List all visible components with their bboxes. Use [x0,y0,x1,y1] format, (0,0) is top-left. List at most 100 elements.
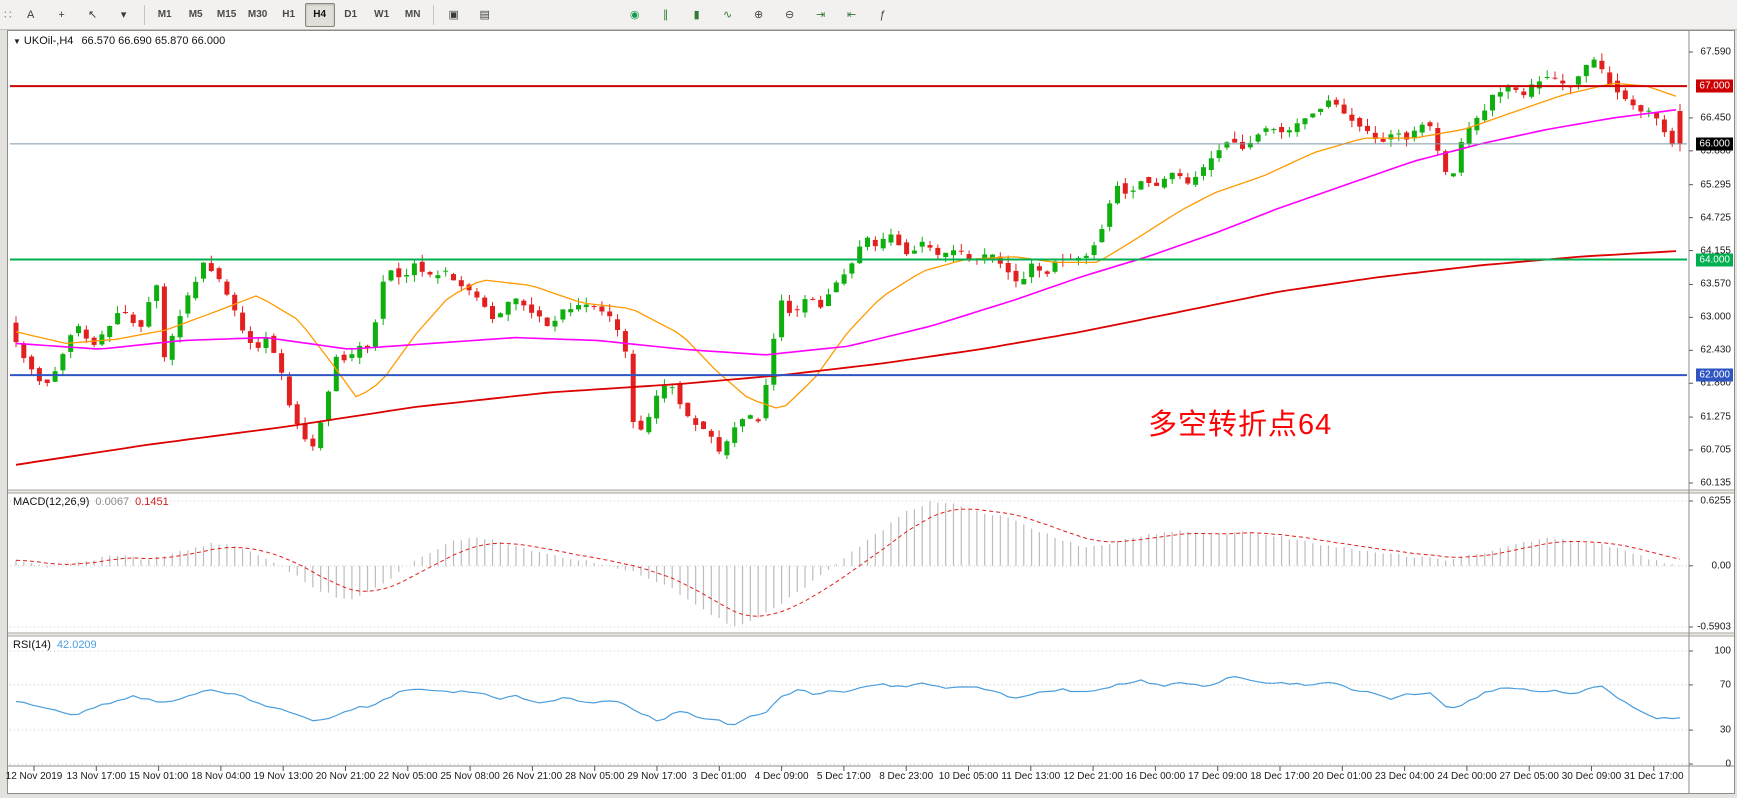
chart-ohlc-values: 66.570 66.690 65.870 66.000 [81,35,226,47]
mas-layer [15,82,1677,466]
bar-chart-button[interactable]: ∥ [662,9,669,21]
line-studies-toolbar: A + ↖ ▾ [16,3,139,27]
macd-layer [15,501,1681,626]
zoom-in-button[interactable]: ⊕ [754,9,764,21]
charts-toolbar: ◉ ∥ ▮ ∿ ⊕ ⊖ ⇥ ⇤ ƒ [620,3,898,27]
time-axis-label: 22 Nov 05:00 [378,771,438,782]
price-scale-label: 62.430 [1700,344,1731,356]
price-line-badge: 66.000 [1696,137,1733,151]
time-axis-label: 25 Nov 08:00 [440,771,500,782]
timeframe-button-m30[interactable]: M30 [247,9,268,20]
time-axis-label: 23 Dec 04:00 [1374,771,1435,782]
toolbar-separator [432,4,434,25]
rsi-scale-label: 100 [1714,645,1731,657]
crosshair-tool-button[interactable]: + [58,8,65,21]
text-label-tool-button[interactable]: A [26,8,35,21]
cursor-tool-button[interactable]: ↖ [88,9,98,21]
chart-toolbar: ∷ A + ↖ ▾ M1 M5 M15 M30 H1 H4 D1 W1 MN ▣ ▤ ◉ ∥ ▮ ∿ ⊕ ⊖ ⇥ ⇤ ƒ [0,0,1737,30]
time-axis-label: 8 Dec 23:00 [879,771,934,782]
time-axis-label: 16 Dec 00:00 [1125,771,1186,782]
time-axis-label: 31 Dec 17:00 [1624,771,1684,782]
time-axis-label: 26 Nov 21:00 [502,771,563,782]
macd-scale-label: 0.00 [1711,560,1731,572]
price-scale-label: 61.860 [1700,377,1731,389]
chart-symbol-period: UKOil-,H4 [23,35,74,47]
rsi-line [15,675,1681,726]
time-axis-label: 11 Dec 13:00 [1001,771,1061,782]
price-scale-label: 60.705 [1700,444,1731,456]
macd-signal-line [15,508,1681,617]
price-line-badge: 62.000 [1696,368,1733,382]
time-axis-label: 13 Nov 17:00 [66,771,127,782]
macd-title: MACD(12,26,9) 0.0067 0.1451 [13,496,169,508]
time-axis-label: 27 Dec 05:00 [1499,771,1559,782]
time-axis-label: 30 Dec 09:00 [1561,771,1622,782]
timeframe-button-mn[interactable]: MN [404,9,421,20]
timeframe-button-m1[interactable]: M1 [157,9,172,20]
line-chart-button[interactable]: ∿ [723,9,733,21]
rsi-layer [15,675,1681,726]
timeframe-button-w1[interactable]: W1 [374,9,390,20]
macd-signal-value: 0.1451 [135,496,169,508]
rsi-scale-label: 0 [1725,758,1731,770]
indicators-button[interactable]: ƒ [879,8,886,21]
chart-dropdown-icon[interactable]: ▼ [13,37,21,46]
rsi-indicator-label: RSI(14) [13,639,51,651]
moving-average-medium [15,109,1677,356]
price-scale-label: 67.590 [1700,46,1731,58]
chart-annotation-text: 多空转折点64 [1148,409,1333,441]
time-axis-label: 12 Dec 21:00 [1063,771,1123,782]
candlestick-chart-button[interactable]: ▮ [693,9,700,21]
price-scale-label: 64.725 [1700,212,1731,224]
timeframe-button-m15[interactable]: M15 [216,9,237,20]
new-chart-button[interactable]: ▣ [448,9,459,21]
lines-layer [10,85,1687,377]
chart-profiles-button[interactable]: ▤ [479,9,490,21]
price-line-badge: 64.000 [1696,253,1733,267]
price-scale-label: 65.295 [1700,179,1731,191]
frame-layer [8,31,1734,793]
rsi-title: RSI(14) 42.0209 [13,639,97,651]
chart-canvas[interactable] [8,31,1734,793]
time-axis-label: 28 Nov 05:00 [564,771,625,782]
rsi-scale-label: 70 [1719,679,1731,691]
time-axis-label: 4 Dec 09:00 [754,771,809,782]
time-axis-label: 5 Dec 17:00 [816,771,871,782]
price-scale-label: 66.450 [1700,112,1731,124]
time-axis-label: 15 Nov 01:00 [128,771,189,782]
timeframe-button-d1[interactable]: D1 [344,9,358,20]
price-line-badge: 67.000 [1696,79,1733,93]
chart-window[interactable]: ▼ UKOil-,H4 66.570 66.690 65.870 66.000 MA… [6,30,1735,794]
chart-title: ▼ UKOil-,H4 66.570 66.690 65.870 66.000 [13,35,225,47]
time-axis-label: 10 Dec 05:00 [938,771,999,782]
time-axis-label: 20 Nov 21:00 [315,771,376,782]
timeframe-button-h1[interactable]: H1 [282,9,296,20]
timeframes-toolbar: M1 M5 M15 M30 H1 H4 D1 W1 MN [150,2,428,27]
timeframe-button-h4[interactable]: H4 [304,2,335,27]
time-axis-label: 18 Dec 17:00 [1250,771,1310,782]
moving-average-slow [15,250,1677,466]
window-toolbar: ▣ ▤ [439,3,500,27]
zoom-out-button[interactable]: ⊖ [785,9,795,21]
price-scale-label: 61.275 [1700,411,1731,423]
chart-shift-button[interactable]: ⇤ [847,9,857,21]
macd-indicator-label: MACD(12,26,9) [13,496,90,508]
candles-layer [13,53,1683,459]
tools-dropdown-button[interactable]: ▾ [120,9,127,21]
price-scale-label: 60.135 [1700,477,1731,489]
rsi-value: 42.0209 [56,639,97,651]
moving-average-fast [15,82,1677,409]
toolbar-separator [143,4,145,25]
time-axis-label: 18 Nov 04:00 [191,771,251,782]
price-scale-label: 65.880 [1700,145,1731,157]
macd-main-value: 0.0067 [95,496,130,508]
timeframe-button-m5[interactable]: M5 [188,9,203,20]
toolbar-drag-handle[interactable]: ∷ [4,7,12,22]
time-axis-label: 19 Nov 13:00 [253,771,313,782]
macd-scale-label: 0.6255 [1700,495,1731,507]
auto-scroll-button[interactable]: ⇥ [816,9,826,21]
macd-scale-label: -0.5903 [1697,621,1731,633]
new-order-button[interactable]: ◉ [629,9,640,21]
price-scale-label: 63.570 [1700,278,1731,290]
